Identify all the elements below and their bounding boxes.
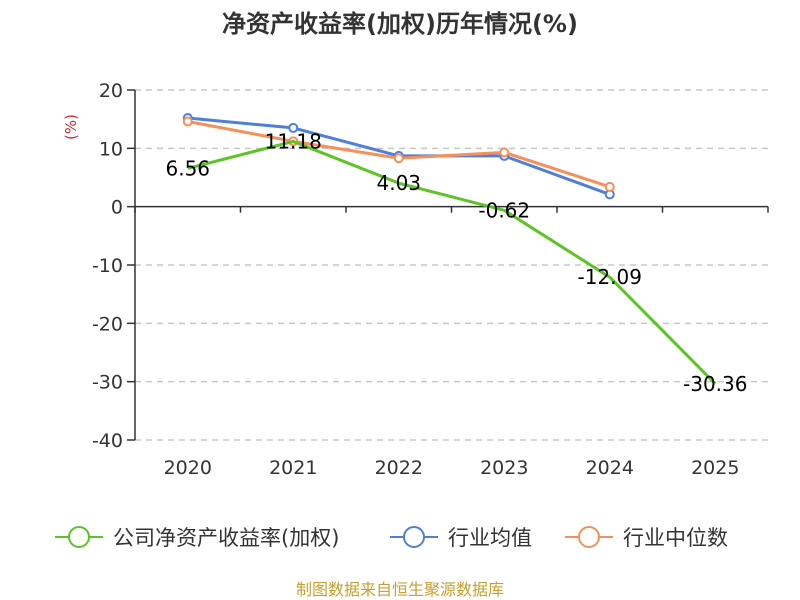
legend-label: 公司净资产收益率(加权) <box>113 526 339 550</box>
axes: 20 10 0 -10 -20 -30 -40 2020 2021 2022 2023 2024 202… <box>92 80 769 479</box>
data-point-2021 <box>288 122 299 133</box>
data-label-2022: 4.03 <box>376 171 421 195</box>
x-tick-label-2021: 2021 <box>269 457 317 479</box>
legend-marker <box>68 526 90 548</box>
y-tick-label: 0 <box>111 197 123 219</box>
data-point-2024 <box>604 181 615 192</box>
data-label-2025: -30.36 <box>683 372 747 396</box>
legend: 公司净资产收益率(加权) 行业均值 行业中位数 <box>55 526 728 550</box>
x-tick-label-2020: 2020 <box>164 457 212 479</box>
chart-title: 净资产收益率(加权)历年情况(%) <box>222 10 578 38</box>
data-point-2022 <box>393 153 404 164</box>
data-label-2023: -0.62 <box>478 198 530 222</box>
gridlines <box>135 89 768 441</box>
series-line <box>187 139 717 385</box>
data-label-2021: 11.18 <box>265 129 322 153</box>
y-tick-label: -10 <box>92 255 123 277</box>
legend-item-0: 公司净资产收益率(加权) <box>55 526 339 550</box>
data-point-2020 <box>182 116 193 127</box>
legend-marker <box>403 526 425 548</box>
x-tick-label-2022: 2022 <box>375 457 423 479</box>
y-tick-label: -40 <box>92 430 123 452</box>
source-note: 制图数据来自恒生聚源数据库 <box>296 580 504 599</box>
x-tick-label-2024: 2024 <box>586 457 634 479</box>
y-tick-label: 10 <box>99 138 123 160</box>
data-label-2020: 6.56 <box>165 156 210 180</box>
series-lines <box>182 113 717 385</box>
x-tick-label-2023: 2023 <box>480 457 528 479</box>
y-tick-label: -30 <box>92 372 123 394</box>
legend-label: 行业中位数 <box>623 526 728 550</box>
legend-item-1: 行业均值 <box>390 526 532 550</box>
legend-item-2: 行业中位数 <box>565 526 728 550</box>
legend-label: 行业均值 <box>448 526 532 550</box>
legend-marker <box>578 526 600 548</box>
y-tick-label: -20 <box>92 313 123 335</box>
x-tick-label-2025: 2025 <box>691 457 739 479</box>
data-label-2024: -12.09 <box>578 265 642 289</box>
series-0 <box>187 139 717 385</box>
data-point-2023 <box>499 147 510 158</box>
data-labels: 6.56 11.18 4.03 -0.62 -12.09 -30.36 <box>165 129 747 395</box>
y-axis-label: (%) <box>62 114 80 140</box>
y-tick-label: 20 <box>99 80 123 102</box>
